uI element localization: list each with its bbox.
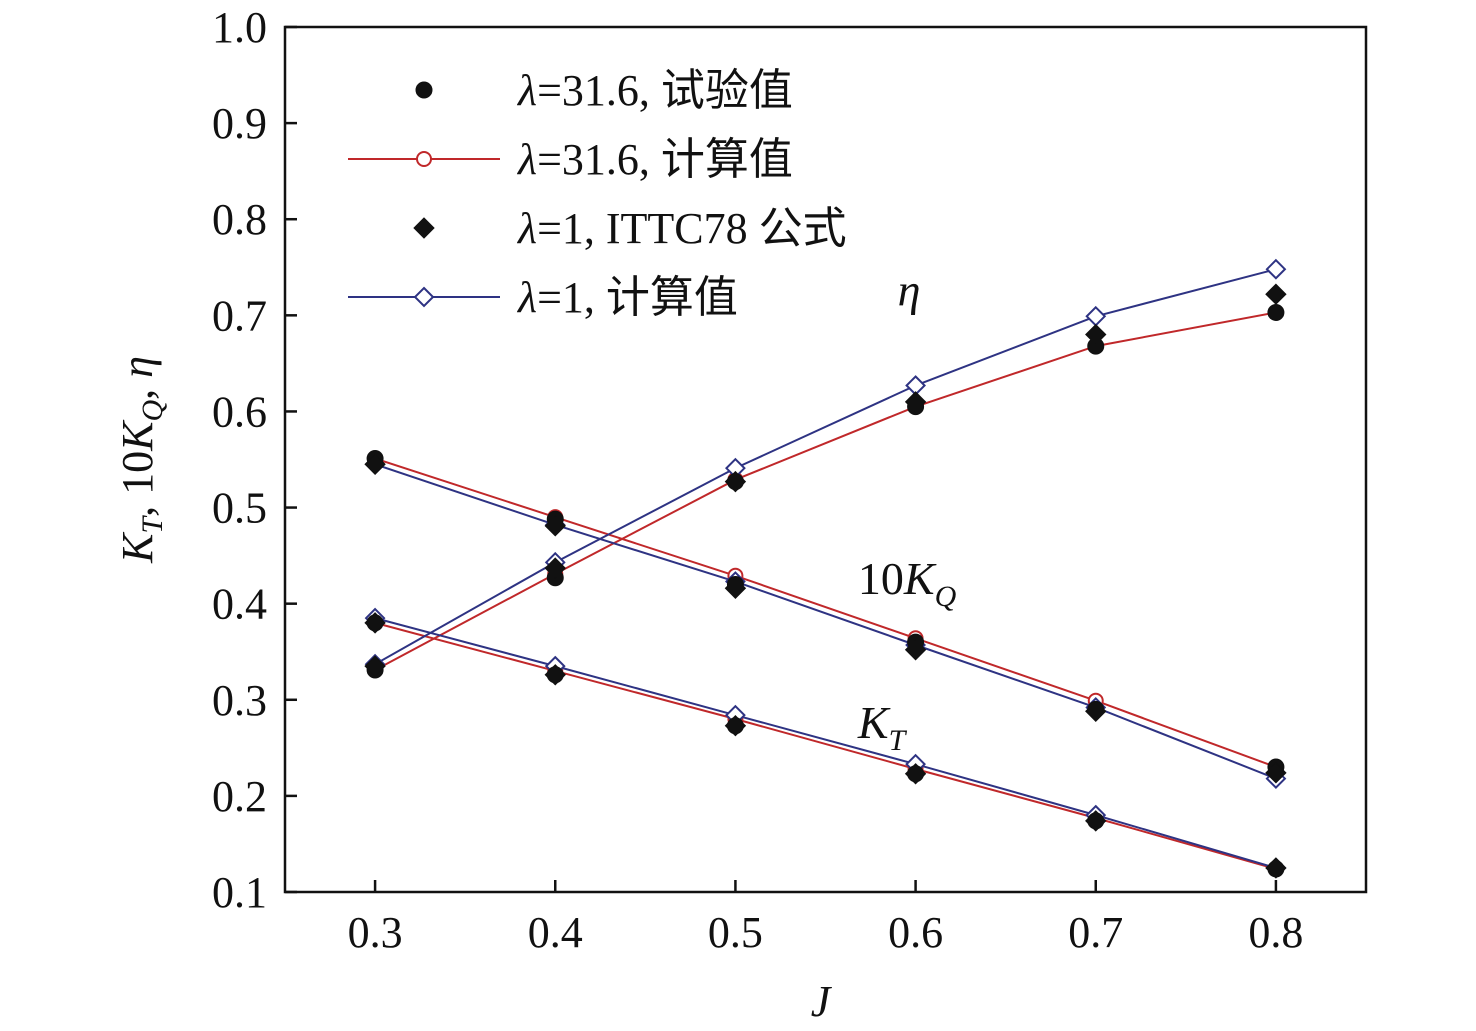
legend-item-calc316: λ=31.6, 计算值 [348,135,793,184]
legend-text: =31.6, 试验值 [537,66,793,115]
annotation-part: K [903,553,937,604]
axis-labels: JKT, 10KQ, η [113,356,833,1026]
point-ittc-KT [724,715,747,737]
x-tick-label: 0.5 [708,908,763,957]
point-ittc-KT [1265,857,1287,879]
axes-layer: 0.1 0.2 0.3 0.4 0.5 0.6 0.7 0.8 0.9 1.0 0.3 0.4 0.5 0… [212,3,1368,957]
legend-label: λ=1, ITTC78 公式 [516,204,847,253]
legend-item-exp316: λ=31.6, 试验值 [415,66,793,115]
y-axis-label-part: , 10 [113,451,162,517]
x-tick-label: 0.7 [1068,908,1123,957]
line-calc1-10KQ [374,463,1277,780]
annotation-part: K [857,697,891,748]
legend-item-calc1: λ=1, 计算值 [348,273,738,322]
annotation-part: η [898,265,921,316]
y-axis-label: KT, 10KQ, η [113,356,169,564]
point-ittc-eta [724,470,747,493]
point-calc1-eta [1085,305,1107,327]
annotation-part: 10 [858,553,904,604]
x-tick-label: 0.6 [888,908,943,957]
y-axis-label-part: , [113,378,162,400]
point-ittc-eta [544,557,566,579]
point-ittc-10KQ [724,577,747,599]
point-ittc-10KQ [364,453,386,476]
point-ittc-KT [364,612,386,634]
y-tick-label: 0.3 [212,676,267,725]
legend-label: λ=1, 计算值 [516,273,738,322]
point-ittc-KT [904,763,927,785]
point-calc1-eta [1265,258,1287,280]
legend-marker [416,151,432,167]
x-tick-label: 0.4 [528,908,583,957]
legend-label: λ=31.6, 计算值 [516,135,793,184]
y-axis-label-part: K [113,419,162,452]
line-calc1-KT [374,617,1277,869]
y-tick-label: 0.4 [212,580,267,629]
y-tick-label: 0.2 [212,772,267,821]
y-tick-label: 1.0 [212,3,267,52]
point-ittc-eta [1085,323,1107,346]
10kq-curve-label: 10KQ [858,553,957,613]
legend-marker [413,217,435,239]
legend-marker [413,286,435,308]
line-calc316-KT [374,621,1277,870]
plot-frame [283,25,1368,894]
series-lines [374,268,1277,870]
kt-curve-label: KT [857,697,908,757]
y-axis-label-part: Q [136,400,169,422]
legend-lambda: λ [516,204,537,253]
legend-item-ittc: λ=1, ITTC78 公式 [413,204,847,253]
annotation-part: Q [935,580,957,613]
y-axis-label-part: T [136,515,169,534]
point-ittc-10KQ [1265,762,1287,784]
y-tick-label: 0.6 [212,387,267,436]
y-tick-label: 0.8 [212,195,267,244]
point-ittc-10KQ [1085,700,1107,723]
legend-label: λ=31.6, 试验值 [516,66,793,115]
line-calc1-eta [374,268,1277,666]
eta-curve-label: η [898,265,921,316]
y-axis-label-part: K [113,531,162,564]
legend-text: =1, ITTC78 公式 [537,204,847,253]
legend-text: =31.6, 计算值 [537,135,793,184]
point-ittc-eta [364,655,386,677]
y-axis-label-part: η [113,356,162,378]
x-tick-label: 0.3 [348,908,403,957]
point-ittc-10KQ [904,639,927,661]
point-ittc-eta [1265,283,1287,305]
y-tick-label: 0.5 [212,484,267,533]
point-ittc-KT [1085,810,1107,832]
point-exp316-eta [1267,303,1285,321]
point-ittc-eta [904,391,927,413]
y-tick-label: 0.1 [212,868,267,917]
series-markers [364,258,1287,879]
point-ittc-KT [544,664,566,686]
line-calc316-eta [374,311,1277,671]
line-calc316-10KQ [374,457,1277,768]
legend-text: =1, 计算值 [537,273,738,322]
annotation-part: T [889,724,908,757]
x-tick-label: 0.8 [1248,908,1303,957]
legend-lambda: λ [516,135,537,184]
legend-marker [415,81,433,99]
point-ittc-10KQ [544,515,566,537]
y-tick-label: 0.7 [212,291,267,340]
x-axis-label: J [811,977,833,1026]
legend-lambda: λ [516,66,537,115]
y-tick-label: 0.9 [212,99,267,148]
legend-lambda: λ [516,273,537,322]
